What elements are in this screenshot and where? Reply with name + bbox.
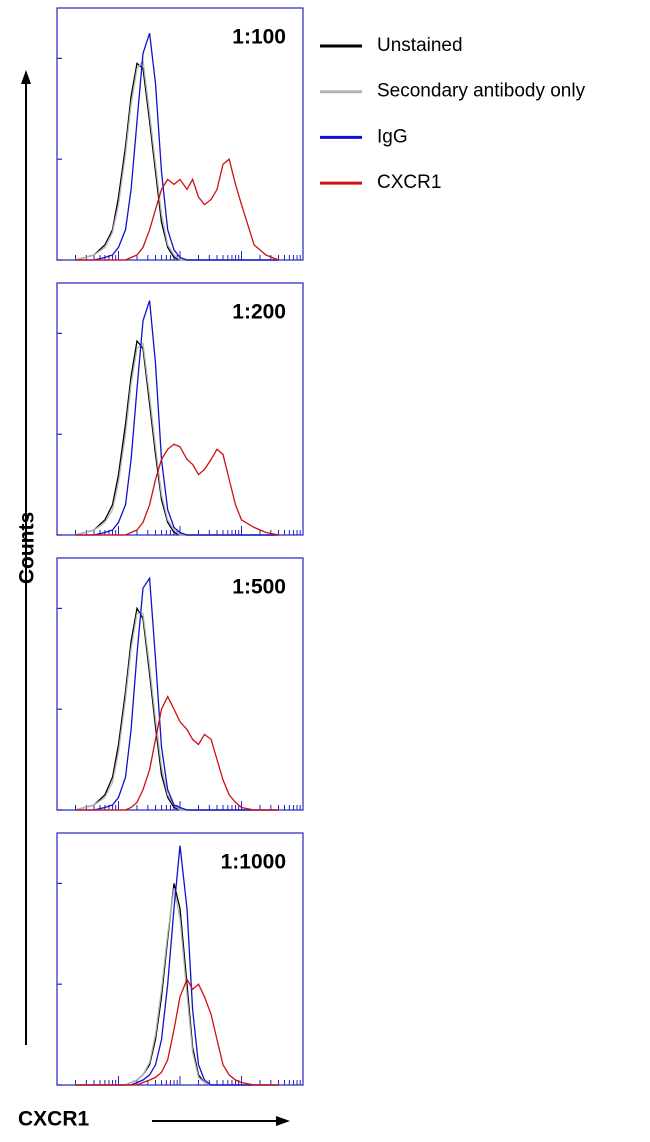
histogram-line: [75, 300, 279, 536]
histogram-line: [75, 443, 279, 536]
histogram-line: [75, 883, 279, 1086]
histogram-line: [75, 606, 279, 811]
panel-title: 1:200: [232, 301, 286, 324]
legend-label: IgG: [377, 126, 408, 147]
histogram-line: [75, 342, 279, 536]
legend-label: Secondary antibody only: [377, 81, 586, 102]
histogram-line: [75, 977, 279, 1086]
histogram-line: [75, 576, 279, 811]
histogram-line: [75, 845, 279, 1086]
histogram-line: [75, 158, 279, 261]
histogram-line: [75, 695, 279, 811]
histogram-line: [75, 612, 279, 811]
x-arrow-head: [276, 1116, 290, 1126]
panel-title: 1:100: [232, 26, 286, 49]
histogram-line: [75, 62, 279, 261]
panel-title: 1:500: [232, 576, 286, 599]
histogram-line: [75, 888, 279, 1086]
histogram-line: [75, 32, 279, 261]
legend-label: CXCR1: [377, 172, 441, 193]
x-axis-label: CXCR1: [18, 1108, 90, 1131]
y-arrow-head: [21, 70, 31, 84]
y-axis-label: Counts: [16, 512, 39, 584]
panel-title: 1:1000: [221, 851, 286, 874]
histogram-line: [75, 339, 279, 536]
histogram-line: [75, 59, 279, 261]
legend-label: Unstained: [377, 35, 463, 56]
